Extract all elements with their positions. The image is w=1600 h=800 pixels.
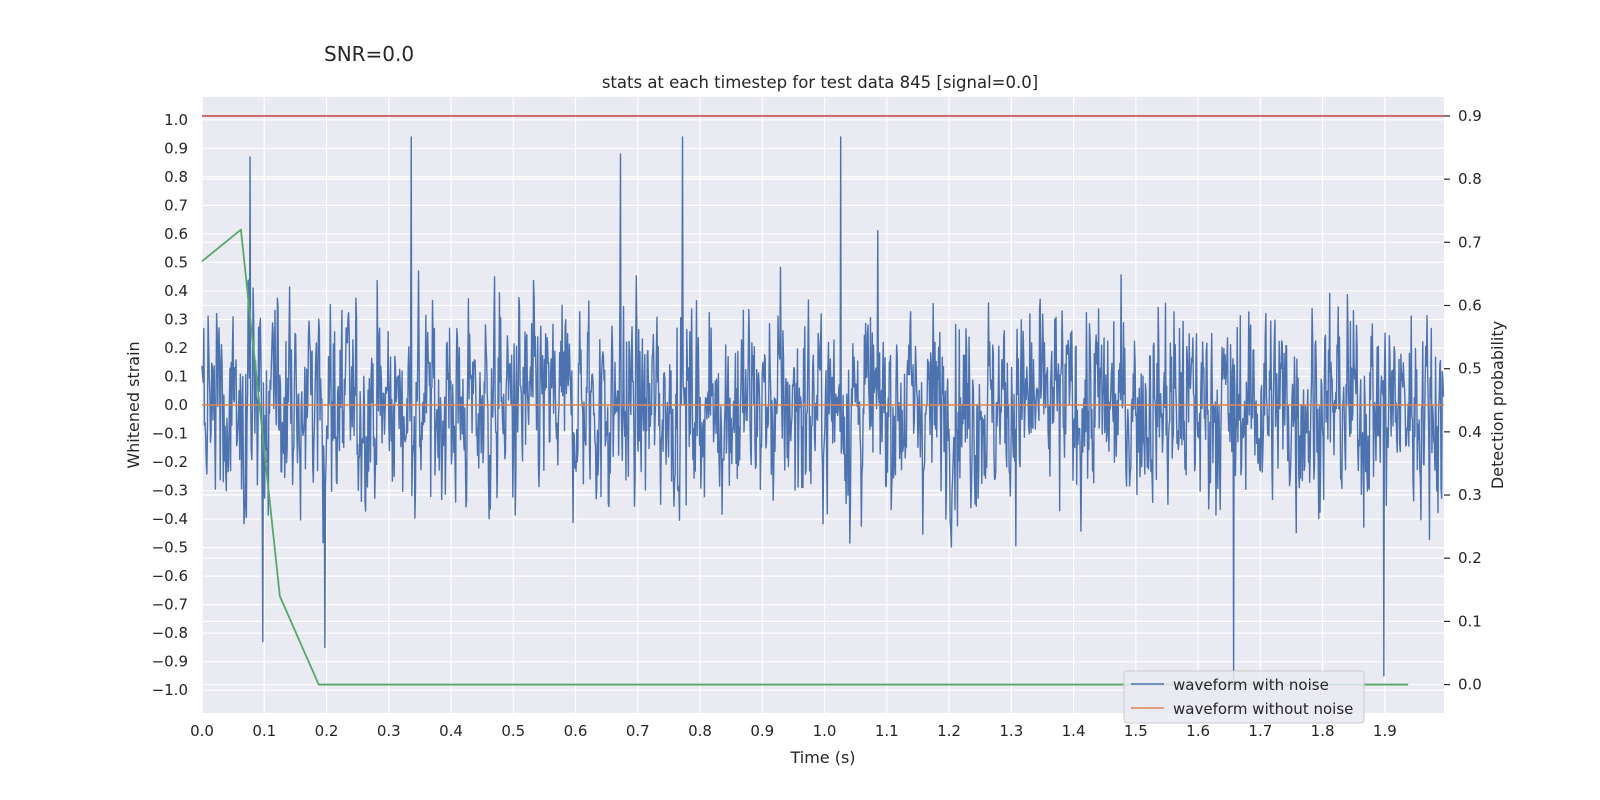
y-tick-label: 0.9 <box>164 139 188 157</box>
y-tick-label: −1.0 <box>152 681 188 699</box>
x-tick-label: 0.2 <box>315 722 339 740</box>
x-tick-label: 0.3 <box>377 722 401 740</box>
y2-tick-label: 0.6 <box>1458 296 1482 314</box>
x-tick-label: 0.7 <box>626 722 650 740</box>
y-tick-label: 0.5 <box>164 253 188 271</box>
x-tick-label: 1.3 <box>999 722 1023 740</box>
y-axis-label: Whitened strain <box>124 341 143 468</box>
y-tick-label: −0.4 <box>152 510 188 528</box>
y-tick-label: 1.0 <box>164 111 188 129</box>
legend-box <box>1123 670 1365 724</box>
legend: waveform with noise waveform without noi… <box>1123 670 1365 724</box>
y-tick-label: −0.3 <box>152 482 188 500</box>
x-tick-label: 1.6 <box>1186 722 1210 740</box>
x-tick-label: 0.5 <box>501 722 525 740</box>
y2-tick-label: 0.3 <box>1458 486 1482 504</box>
y-tick-label: −0.5 <box>152 539 188 557</box>
y-tick-label: 0.1 <box>164 367 188 385</box>
x-tick-label: 1.9 <box>1373 722 1397 740</box>
suptitle: SNR=0.0 <box>324 42 414 66</box>
y2-tick-label: 0.9 <box>1458 107 1482 125</box>
y-tick-label: 0.2 <box>164 339 188 357</box>
x-tick-label: 0.9 <box>750 722 774 740</box>
x-axis-label: Time (s) <box>789 748 855 767</box>
y-tick-label: 0.6 <box>164 225 188 243</box>
x-tick-label: 1.4 <box>1062 722 1086 740</box>
y2-tick-label: 0.5 <box>1458 360 1482 378</box>
x-axis-ticks: 0.0 0.1 0.2 0.3 0.4 0.5 0.6 0.7 0.8 0.9 1.0 1.1 1.2 1… <box>190 722 1397 740</box>
series-detection-probability <box>201 228 1409 686</box>
legend-label-without-noise: waveform without noise <box>1173 700 1353 718</box>
x-tick-label: 0.6 <box>564 722 588 740</box>
x-tick-label: 1.0 <box>813 722 837 740</box>
y-tick-label: −0.7 <box>152 596 188 614</box>
y2-axis-ticks: 0.9 0.8 0.7 0.6 0.5 0.4 0.3 0.2 0.1 0.0 <box>1444 107 1482 694</box>
x-tick-label: 0.1 <box>252 722 276 740</box>
series-waveform-with-noise <box>201 136 1445 680</box>
x-tick-label: 1.2 <box>937 722 961 740</box>
y2-tick-label: 0.7 <box>1458 233 1482 251</box>
x-tick-label: 0.8 <box>688 722 712 740</box>
x-tick-label: 1.5 <box>1124 722 1148 740</box>
y-tick-label: −0.6 <box>152 567 188 585</box>
y2-tick-label: 0.2 <box>1458 549 1482 567</box>
y-tick-label: −0.1 <box>152 425 188 443</box>
series-layer <box>201 115 1445 686</box>
x-tick-label: 1.1 <box>875 722 899 740</box>
y-tick-label: −0.8 <box>152 624 188 642</box>
y2-axis-label: Detection probability <box>1488 321 1507 489</box>
legend-label-with-noise: waveform with noise <box>1173 676 1329 694</box>
y-tick-label: 0.3 <box>164 310 188 328</box>
chart-title: stats at each timestep for test data 845… <box>602 73 1038 92</box>
y-tick-label: −0.9 <box>152 653 188 671</box>
y2-tick-label: 0.8 <box>1458 170 1482 188</box>
y-tick-label: −0.2 <box>152 453 188 471</box>
y-tick-label: 0.0 <box>164 396 188 414</box>
x-tick-label: 0.0 <box>190 722 214 740</box>
y2-tick-label: 0.4 <box>1458 423 1482 441</box>
x-tick-label: 1.8 <box>1311 722 1335 740</box>
x-tick-label: 0.4 <box>439 722 463 740</box>
x-tick-label: 1.7 <box>1248 722 1272 740</box>
y-axis-ticks: 1.0 0.9 0.8 0.7 0.6 0.5 0.4 0.3 0.2 0.1 0.0 −0.1 −0.… <box>152 111 188 699</box>
y-tick-label: 0.8 <box>164 168 188 186</box>
y2-tick-label: 0.0 <box>1458 676 1482 694</box>
y2-tick-label: 0.1 <box>1458 612 1482 630</box>
y-tick-label: 0.4 <box>164 282 188 300</box>
y-tick-label: 0.7 <box>164 196 188 214</box>
